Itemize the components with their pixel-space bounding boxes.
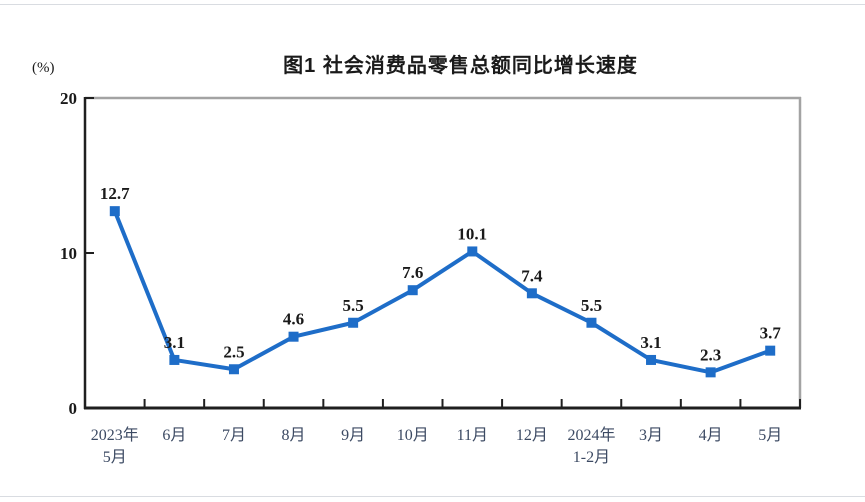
page-bottom-divider	[0, 496, 865, 497]
data-point-marker	[526, 288, 537, 299]
data-point-label: 7.6	[402, 263, 423, 282]
x-axis-label: 4月	[699, 427, 723, 444]
data-point-marker	[467, 246, 478, 257]
x-axis-label: 9月	[341, 427, 365, 444]
data-point-marker	[705, 367, 716, 378]
x-axis-label: 3月	[639, 427, 663, 444]
x-axis-label: 11月	[457, 427, 488, 444]
x-axis-label: 6月	[162, 427, 186, 444]
data-point-label: 5.5	[581, 296, 602, 315]
series-line	[112, 209, 773, 375]
data-point-marker	[765, 345, 776, 356]
data-point-marker	[109, 206, 120, 217]
data-point-label: 4.6	[283, 310, 304, 329]
data-point-label: 7.4	[521, 266, 543, 285]
data-point-marker	[348, 317, 359, 328]
data-point-marker	[586, 317, 597, 328]
data-point-marker	[288, 331, 299, 342]
y-axis-tick-label: 20	[60, 89, 77, 108]
x-axis-label: 12月	[516, 427, 548, 444]
x-axis-label: 8月	[282, 427, 306, 444]
data-point-label: 3.1	[640, 333, 661, 352]
data-point-label: 12.7	[100, 184, 130, 203]
data-point-marker	[646, 354, 657, 365]
y-axis-tick-label: 0	[69, 399, 78, 418]
page-top-divider	[0, 4, 865, 5]
data-point-marker	[228, 364, 239, 375]
data-point-label: 3.1	[164, 333, 185, 352]
data-point-label: 5.5	[343, 296, 364, 315]
data-point-label: 2.3	[700, 345, 721, 364]
x-axis-label: 2024年 1-2月	[567, 426, 615, 466]
y-axis-unit-label: (%)	[32, 60, 55, 76]
data-point-marker	[407, 285, 418, 296]
data-point-label: 3.7	[760, 324, 782, 343]
x-axis-label: 7月	[222, 427, 246, 444]
chart-title: 图1 社会消费品零售总额同比增长速度	[283, 55, 638, 77]
x-axis-label: 5月	[758, 427, 782, 444]
x-axis-label: 2023年 5月	[91, 426, 139, 466]
data-point-label: 10.1	[457, 224, 487, 243]
data-point-marker	[169, 354, 180, 365]
data-point-label: 2.5	[223, 342, 244, 361]
y-axis-tick-label: 10	[60, 244, 77, 263]
x-axis-label: 10月	[397, 427, 429, 444]
